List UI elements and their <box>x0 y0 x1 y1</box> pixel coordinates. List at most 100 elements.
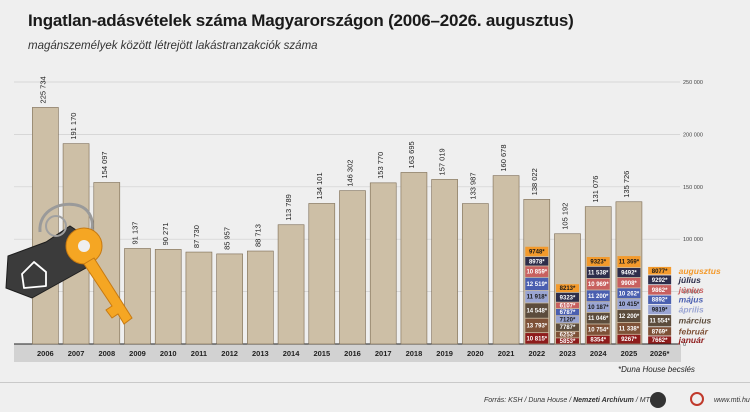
bar <box>124 248 151 345</box>
monthly-value-label: 12 200* <box>619 314 640 320</box>
bar-value-label: 133 987 <box>468 172 477 199</box>
month-legend-label: március <box>679 316 712 326</box>
bar <box>369 182 397 345</box>
bar-value-label: 91 137 <box>131 222 140 245</box>
monthly-value-label: 6253* <box>560 333 576 339</box>
x-tick-label: 2013 <box>252 349 269 358</box>
bar <box>308 203 336 345</box>
monthly-value-label: 14 548* <box>526 309 547 315</box>
monthly-segment <box>648 327 672 336</box>
monthly-value-label: 9323* <box>590 260 606 266</box>
monthly-segment <box>586 290 610 302</box>
month-legend-label: május <box>679 295 704 305</box>
y-tick-label: 250 000 <box>683 80 703 86</box>
monthly-value-label: 9748* <box>529 249 545 255</box>
y-tick-label: 100 000 <box>683 237 703 243</box>
monthly-value-label: 11 200* <box>588 294 609 300</box>
monthly-value-label: 11 369* <box>619 260 640 266</box>
bar-value-label: 135 726 <box>622 171 631 198</box>
x-tick-label: 2007 <box>68 349 85 358</box>
monthly-segment <box>525 303 549 318</box>
archive-logo-icon <box>650 392 666 408</box>
monthly-segment <box>648 336 672 344</box>
x-tick-label: 2015 <box>313 349 330 358</box>
bar <box>216 253 243 345</box>
x-tick-label: 2022 <box>528 349 545 358</box>
monthly-segment <box>525 277 549 291</box>
footer-divider <box>0 382 750 383</box>
bar <box>247 250 274 345</box>
bar-value-label: 154 097 <box>100 151 109 178</box>
bar <box>431 179 458 345</box>
month-legend-label: január <box>678 335 705 345</box>
monthly-segment <box>648 285 672 295</box>
monthly-value-label: 10 859* <box>526 270 547 276</box>
monthly-value-label: 9292* <box>652 278 668 284</box>
monthly-value-label: 5853* <box>560 339 576 345</box>
monthly-value-label: 9819* <box>652 308 668 314</box>
x-tick-label: 2010 <box>160 349 177 358</box>
monthly-value-label: 6787* <box>560 310 576 316</box>
source-suffix: / MTI <box>633 397 652 404</box>
monthly-value-label: 7120* <box>560 317 576 323</box>
monthly-value-label: 9862* <box>652 288 668 294</box>
monthly-value-label: 13 793* <box>526 323 547 329</box>
monthly-segment <box>617 322 641 334</box>
monthly-value-label: 8769* <box>652 329 668 335</box>
monthly-value-label: 9323* <box>560 295 576 301</box>
monthly-segment <box>556 338 579 344</box>
bar <box>93 182 121 345</box>
monthly-segment <box>586 278 610 290</box>
monthly-value-label: 6107* <box>560 303 576 309</box>
source-prefix: Forrás: KSH / Duna House / <box>484 397 574 404</box>
month-legend-label: június <box>678 285 704 295</box>
y-tick-label: 150 000 <box>683 185 703 191</box>
key-blade-icon <box>83 257 133 325</box>
bar-value-label: 88 713 <box>253 224 262 247</box>
ring-loop-icon <box>45 215 67 237</box>
monthly-value-label: 12 519* <box>526 282 547 288</box>
bar-value-label: 153 770 <box>376 152 385 179</box>
x-tick-label: 2011 <box>191 349 207 358</box>
y-tick-label: 50 000 <box>683 290 700 296</box>
x-tick-label: 2014 <box>283 349 301 358</box>
chart-title: Ingatlan-adásvételek száma Magyarországo… <box>28 11 574 30</box>
bar-value-label: 134 101 <box>315 172 324 199</box>
x-tick-label: 2012 <box>221 349 238 358</box>
bar <box>400 172 428 345</box>
monthly-value-label: 8354* <box>590 338 606 344</box>
monthly-segment <box>617 299 641 310</box>
monthly-segment <box>586 302 610 312</box>
monthly-segment <box>586 312 610 324</box>
monthly-segment <box>617 256 641 268</box>
monthly-segment <box>525 256 549 266</box>
x-tick-label: 2024 <box>590 349 608 358</box>
x-tick-label: 2020 <box>467 349 484 358</box>
month-legend-label: július <box>678 275 701 285</box>
monthly-segment <box>586 335 610 344</box>
monthly-segment <box>525 318 549 333</box>
monthly-segment <box>586 266 610 279</box>
y-tick-label: 0 <box>683 342 686 348</box>
bar-value-label: 225 734 <box>38 76 47 103</box>
monthly-value-label: 11 554* <box>649 319 670 325</box>
source-credit: Forrás: KSH / Duna House / Nemzeti Archí… <box>484 397 652 404</box>
x-tick-label: 2016 <box>344 349 361 358</box>
bar-value-label: 163 695 <box>407 141 416 168</box>
month-legend-label: február <box>679 326 709 336</box>
monthly-segment <box>617 288 641 299</box>
monthly-value-label: 8213* <box>560 286 576 292</box>
monthly-value-label: 11 338* <box>619 326 640 332</box>
bar-value-label: 90 271 <box>161 222 170 245</box>
site-url: www.mti.hu <box>714 397 750 404</box>
monthly-value-label: 8892* <box>652 298 668 304</box>
monthly-value-label: 8978* <box>529 259 545 265</box>
monthly-value-label: 11 538* <box>588 270 609 276</box>
monthly-segment <box>525 333 549 344</box>
monthly-value-label: 11 046* <box>588 316 609 322</box>
x-tick-label: 2021 <box>498 349 515 358</box>
month-legend-label: április <box>679 305 704 315</box>
bar-value-label: 113 789 <box>284 194 293 221</box>
monthly-segment <box>586 324 610 335</box>
